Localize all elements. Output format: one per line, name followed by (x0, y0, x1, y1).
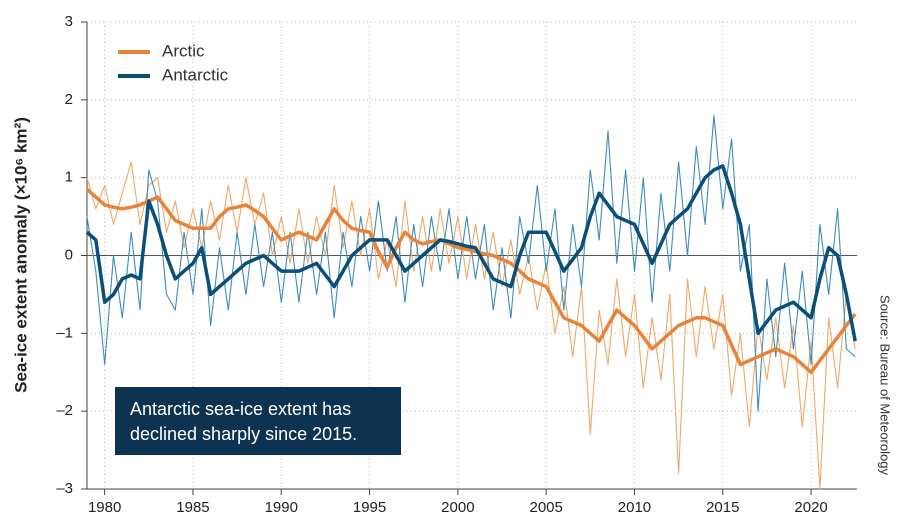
y-tick-label: 0 (65, 246, 73, 263)
x-tick-label: 2000 (441, 499, 474, 516)
y-tick-label: –3 (56, 480, 73, 497)
source: Source: Bureau of Meteorology (878, 295, 893, 475)
smoothed-line (85, 164, 857, 342)
x-tick-label: 1980 (88, 499, 121, 516)
x-tick-label: 2010 (618, 499, 651, 516)
monthly-line (86, 114, 856, 412)
smoothed-line (85, 187, 857, 375)
x-tick-label: 1985 (176, 499, 209, 516)
annotation-box (115, 387, 401, 455)
y-tick-label: –2 (56, 402, 73, 419)
annotation-text: declined sharply since 2015. (130, 424, 357, 444)
x-tick-label: 1990 (265, 499, 298, 516)
x-tick-label: 2020 (794, 499, 827, 516)
y-tick-label: 2 (65, 91, 73, 108)
y-tick-label: 1 (65, 169, 73, 186)
legend-label: Arctic (162, 41, 205, 60)
x-tick-label: 2005 (529, 499, 562, 516)
y-tick-label: 3 (65, 13, 73, 30)
y-tick-label: –1 (56, 324, 73, 341)
legend-label: Antarctic (162, 65, 229, 84)
annotation-text: Antarctic sea-ice extent has (130, 399, 351, 419)
x-tick-label: 2015 (706, 499, 739, 516)
x-tick-label: 1995 (353, 499, 386, 516)
y-axis-label: Sea-ice extent anomaly (×10⁶ km²) (11, 117, 30, 393)
